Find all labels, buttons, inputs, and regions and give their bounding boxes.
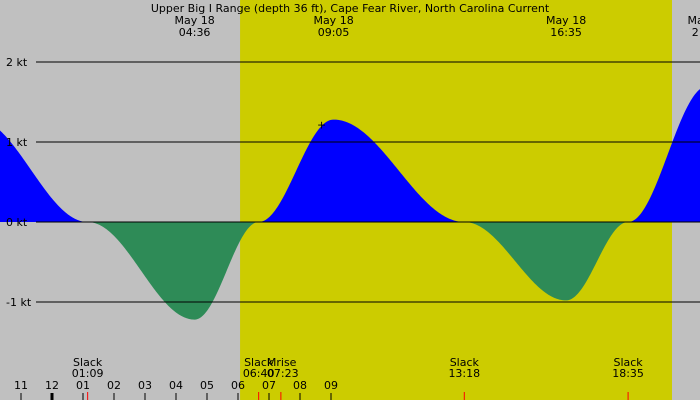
event-title-label: Slack (73, 356, 103, 369)
peak-marker: + (317, 119, 326, 132)
extremum-time-label: 04:36 (179, 26, 211, 39)
hour-tick-label: 12 (45, 379, 59, 392)
hour-tick-label: 06 (231, 379, 245, 392)
extremum-time-label: 09:05 (318, 26, 350, 39)
hour-tick-label: 11 (14, 379, 28, 392)
extremum-time-label: 21:09 (692, 26, 700, 39)
y-tick-label: -1 kt (6, 296, 32, 309)
hour-axis: 1112010203040506070809101112010203040506… (14, 379, 338, 400)
event-title-label: Slack (450, 356, 480, 369)
hour-tick-label: 08 (293, 379, 307, 392)
ebb-area (0, 222, 700, 320)
chart-title: Upper Big I Range (depth 36 ft), Cape Fe… (151, 2, 550, 15)
hour-tick-label: 02 (107, 379, 121, 392)
event-title-label: Slack (244, 356, 274, 369)
extremum-date-label: May 18 (546, 14, 586, 27)
event-time-label: 18:35 (612, 367, 644, 380)
hour-tick-label: 04 (169, 379, 183, 392)
y-tick-label: 2 kt (6, 56, 28, 69)
event-time-label: 01:09 (72, 367, 104, 380)
gridlines (36, 61, 700, 303)
hour-tick-label: 09 (324, 379, 338, 392)
hour-tick-label: 07 (262, 379, 276, 392)
flood-area (0, 89, 700, 223)
event-time-label: 07:23 (267, 367, 299, 380)
hour-tick-label: 01 (76, 379, 90, 392)
event-ticks (87, 392, 629, 400)
y-tick-label: 1 kt (6, 136, 28, 149)
y-tick-label: 0 kt (6, 216, 28, 229)
extremum-date-label: May 18 (688, 14, 700, 27)
event-time-label: 13:18 (448, 367, 480, 380)
extremum-date-label: May 18 (313, 14, 353, 27)
event-labels: Slack01:09Slack06:40Slack13:18Slack18:35… (72, 356, 644, 380)
extremum-date-label: May 18 (174, 14, 214, 27)
event-time-label: 06:40 (243, 367, 275, 380)
event-title-label: Slack (613, 356, 643, 369)
current-areas (0, 89, 700, 320)
hour-tick-label: 05 (200, 379, 214, 392)
hour-tick-label: 03 (138, 379, 152, 392)
y-tick-labels: 2 kt 1 kt 0 kt -1 kt (6, 56, 32, 309)
event-title-label: Mrise (267, 356, 297, 369)
extremum-time-label: 16:35 (550, 26, 582, 39)
